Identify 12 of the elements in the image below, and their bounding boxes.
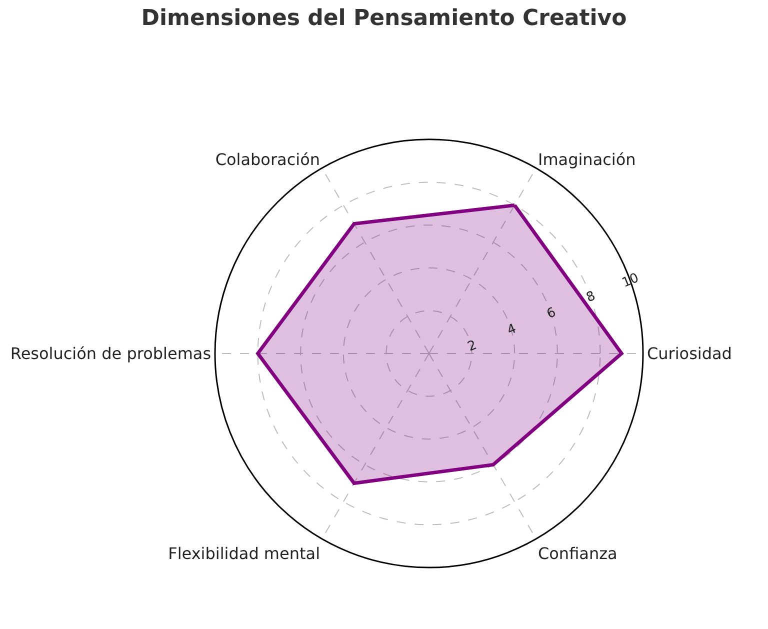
y-tick-label: 2 bbox=[466, 338, 480, 355]
spoke-label: Colaboración bbox=[215, 150, 320, 169]
y-tick-label: 4 bbox=[505, 321, 519, 338]
spoke-label: Flexibilidad mental bbox=[168, 544, 320, 563]
spoke-label: Curiosidad bbox=[646, 344, 732, 364]
spoke-label: Imaginación bbox=[538, 150, 636, 169]
spoke-label: Confianza bbox=[538, 544, 618, 563]
y-tick-label: 8 bbox=[584, 288, 598, 306]
y-tick-label: 10 bbox=[620, 270, 642, 291]
y-tick-label: 6 bbox=[544, 305, 558, 322]
spoke-label: Resolución de problemas bbox=[10, 344, 212, 364]
chart-title: Dimensiones del Pensamiento Creativo bbox=[141, 6, 627, 31]
